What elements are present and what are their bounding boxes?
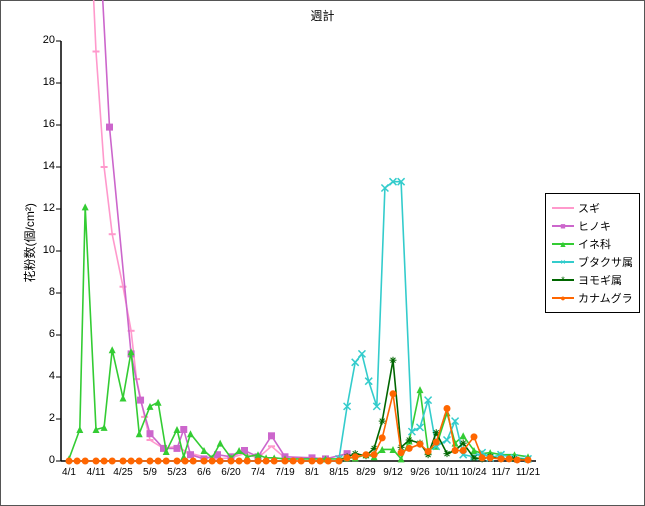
plot-area	[61, 41, 536, 461]
legend-swatch: ×	[552, 261, 574, 263]
legend-label: カナムグラ	[578, 290, 633, 306]
x-tick-label: 6/6	[197, 467, 211, 478]
legend-item: ▲ イネ科	[552, 236, 633, 252]
x-tick-label: 7/4	[251, 467, 265, 478]
legend-label: ヨモギ属	[578, 272, 622, 288]
x-tick-label: 4/11	[87, 467, 106, 478]
y-tick-label: 8	[25, 286, 55, 298]
legend-label: イネ科	[578, 236, 611, 252]
y-tick-label: 20	[25, 34, 55, 46]
legend-item: × ブタクサ属	[552, 254, 633, 270]
legend-label: スギ	[578, 200, 600, 216]
y-tick-label: 12	[25, 202, 55, 214]
y-axis-label: 花粉数(個/cm²)	[21, 203, 38, 282]
legend-item: * ヨモギ属	[552, 272, 633, 288]
y-tick-label: 14	[25, 160, 55, 172]
legend: スギ ■ ヒノキ ▲ イネ科 × ブタクサ属 * ヨモギ属 ● カナムグラ	[545, 193, 640, 313]
legend-label: ヒノキ	[578, 218, 611, 234]
x-tick-label: 11/21	[516, 467, 540, 478]
x-tick-label: 10/11	[435, 467, 459, 478]
y-tick-label: 2	[25, 412, 55, 424]
x-tick-label: 4/1	[62, 467, 76, 478]
x-tick-label: 8/1	[305, 467, 319, 478]
legend-item: ■ ヒノキ	[552, 218, 633, 234]
x-tick-label: 4/25	[113, 467, 132, 478]
legend-swatch: ▲	[552, 243, 574, 245]
x-tick-label: 5/23	[167, 467, 186, 478]
x-tick-label: 8/29	[356, 467, 375, 478]
y-tick-label: 16	[25, 118, 55, 130]
x-tick-label: 9/12	[383, 467, 402, 478]
chart-title: 週計	[1, 7, 644, 24]
legend-label: ブタクサ属	[578, 254, 633, 270]
legend-swatch	[552, 207, 574, 209]
y-tick-label: 6	[25, 328, 55, 340]
x-tick-label: 8/15	[329, 467, 348, 478]
x-tick-label: 7/19	[275, 467, 294, 478]
y-tick-label: 18	[25, 76, 55, 88]
x-tick-label: 6/20	[221, 467, 240, 478]
chart-container: 週計 花粉数(個/cm²) 0 2 4 6 8 10 12 14 16 18 20 4/1 4/11 4…	[0, 0, 645, 506]
y-tick-label: 10	[25, 244, 55, 256]
legend-item: ● カナムグラ	[552, 290, 633, 306]
x-tick-label: 10/24	[461, 467, 486, 478]
legend-item: スギ	[552, 200, 633, 216]
y-tick-label: 0	[25, 454, 55, 466]
x-tick-label: 9/26	[410, 467, 429, 478]
legend-swatch: ■	[552, 225, 574, 227]
x-tick-label: 11/7	[492, 467, 511, 478]
legend-swatch: ●	[552, 297, 574, 299]
legend-swatch: *	[552, 279, 574, 281]
y-tick-label: 4	[25, 370, 55, 382]
x-tick-label: 5/9	[143, 467, 157, 478]
